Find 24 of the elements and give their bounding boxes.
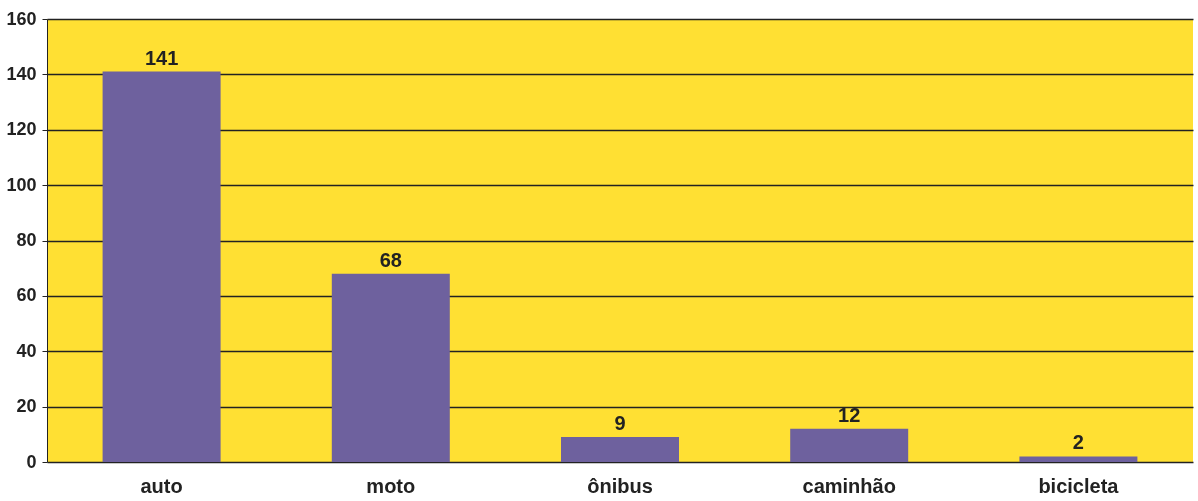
y-tick-label: 40 [16, 340, 37, 361]
x-tick-label: moto [366, 474, 416, 497]
bar [790, 428, 909, 462]
data-label: 141 [144, 46, 179, 69]
bar [1019, 456, 1138, 462]
data-label: 68 [379, 248, 402, 271]
x-tick-label: caminhão [802, 474, 896, 497]
x-tick-label: ônibus [587, 474, 653, 497]
y-tick-label: 140 [6, 63, 37, 84]
y-tick-label: 80 [16, 230, 37, 250]
x-tick-label: auto [140, 474, 183, 497]
x-tick-label: bicicleta [1038, 474, 1120, 497]
y-tick-label: 20 [16, 396, 37, 417]
data-label: 12 [838, 403, 861, 426]
y-tick-label: 120 [6, 119, 37, 140]
bar [331, 273, 450, 462]
y-tick-label: 160 [6, 8, 37, 29]
y-tick-label: 60 [16, 285, 37, 306]
data-label: 2 [1072, 431, 1084, 454]
data-label: 9 [614, 412, 626, 435]
y-tick-label: 0 [26, 451, 37, 472]
bar [102, 71, 221, 462]
bar [561, 437, 679, 462]
y-tick-label: 100 [6, 174, 37, 195]
